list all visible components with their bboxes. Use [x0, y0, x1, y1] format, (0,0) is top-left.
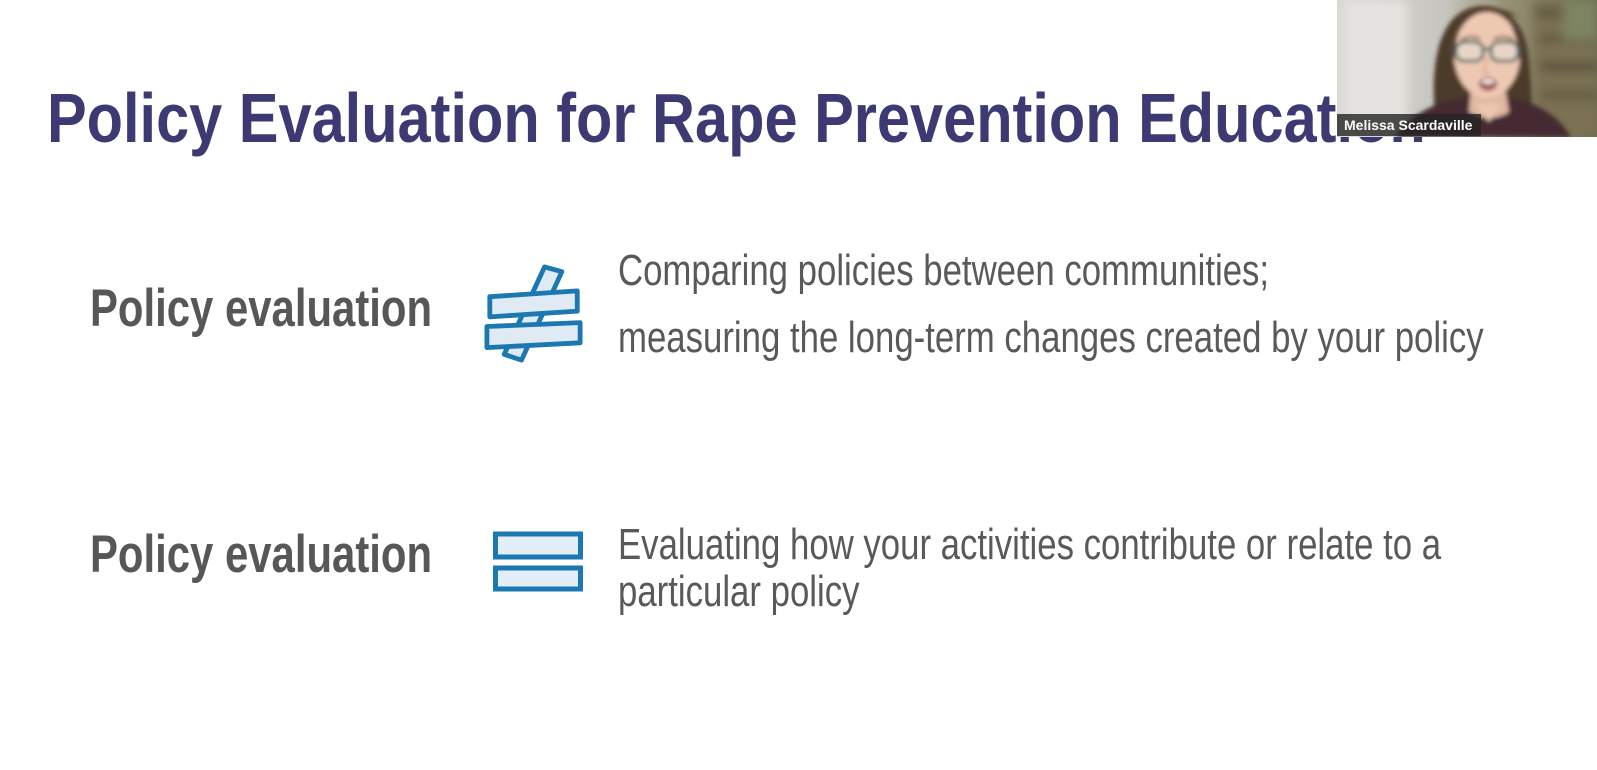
row1-label: Policy evaluation — [90, 279, 433, 338]
row2-description: Evaluating how your activities contribut… — [618, 521, 1597, 615]
row1-description: Comparing policies between communities; … — [618, 247, 1597, 361]
definition-line: particular policy — [618, 567, 860, 616]
speaker-video-thumbnail[interactable]: Melissa Scardaville — [1337, 0, 1597, 137]
definition-line: measuring the long-term changes created … — [618, 313, 1484, 362]
row2-label: Policy evaluation — [90, 525, 433, 584]
slide-title: Policy Evaluation for Rape Prevention Ed… — [47, 83, 1597, 153]
slide-title-text: Policy Evaluation for Rape Prevention Ed… — [47, 78, 1426, 157]
definition-line: Evaluating how your activities contribut… — [618, 520, 1442, 569]
definition-line: Comparing policies between communities; — [618, 246, 1270, 295]
not-equal-icon — [484, 264, 584, 363]
equal-icon — [492, 527, 584, 592]
participant-name-label: Melissa Scardaville — [1337, 114, 1482, 136]
